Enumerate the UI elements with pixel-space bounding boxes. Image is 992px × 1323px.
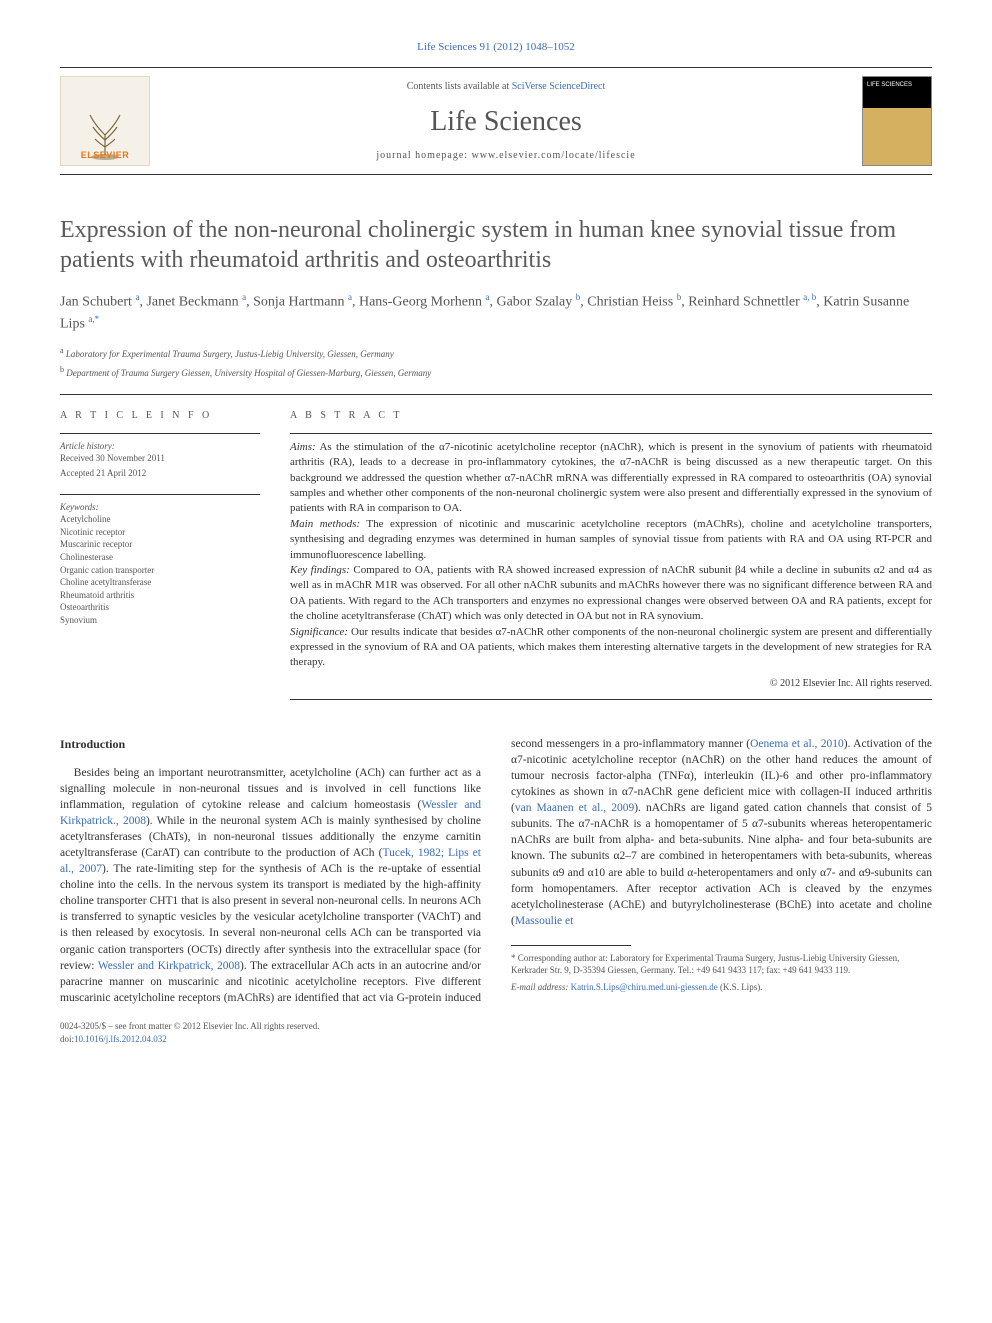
keyword-item: Organic cation transporter bbox=[60, 564, 260, 577]
abstract-column: A B S T R A C T Aims: As the stimulation… bbox=[290, 409, 932, 700]
findings-text: Compared to OA, patients with RA showed … bbox=[290, 564, 932, 622]
journal-name: Life Sciences bbox=[170, 102, 842, 141]
citation-link[interactable]: Massoulie et bbox=[515, 915, 573, 927]
email-suffix: (K.S. Lips). bbox=[718, 982, 763, 992]
publisher-logo: ELSEVIER bbox=[60, 76, 150, 166]
received-date: Received 30 November 2011 bbox=[60, 452, 260, 465]
citation-link[interactable]: van Maanen et al., 2009 bbox=[515, 802, 634, 814]
methods-text: The expression of nicotinic and muscarin… bbox=[290, 518, 932, 561]
citation-link[interactable]: Wessler and Kirkpatrick, 2008 bbox=[98, 960, 240, 972]
footnote-rule bbox=[511, 945, 631, 946]
front-matter-line: 0024-3205/$ – see front matter © 2012 El… bbox=[60, 1020, 932, 1033]
masthead: ELSEVIER Contents lists available at Sci… bbox=[60, 67, 932, 175]
sciencedirect-link[interactable]: SciVerse ScienceDirect bbox=[512, 81, 606, 92]
divider bbox=[290, 433, 932, 434]
doi-link[interactable]: 10.1016/j.lfs.2012.04.032 bbox=[74, 1034, 167, 1044]
keywords-label: Keywords: bbox=[60, 501, 260, 514]
running-head-citation: Life Sciences 91 (2012) 1048–1052 bbox=[60, 40, 932, 55]
footnote-marker: * bbox=[511, 953, 518, 963]
article-info-column: A R T I C L E I N F O Article history: R… bbox=[60, 409, 260, 700]
history-label: Article history: bbox=[60, 440, 260, 453]
contents-prefix: Contents lists available at bbox=[407, 81, 512, 92]
keyword-item: Nicotinic receptor bbox=[60, 526, 260, 539]
abstract-body: Aims: As the stimulation of the α7-nicot… bbox=[290, 440, 932, 671]
abstract-label: A B S T R A C T bbox=[290, 409, 932, 423]
divider bbox=[60, 394, 932, 395]
article-info-label: A R T I C L E I N F O bbox=[60, 409, 260, 423]
findings-label: Key findings: bbox=[290, 564, 350, 576]
homepage-url: www.elsevier.com/locate/lifescie bbox=[472, 150, 636, 161]
abstract-copyright: © 2012 Elsevier Inc. All rights reserved… bbox=[290, 677, 932, 691]
email-footnote: E-mail address: Katrin.S.Lips@chiru.med.… bbox=[511, 981, 932, 994]
bottom-meta: 0024-3205/$ – see front matter © 2012 El… bbox=[60, 1020, 932, 1045]
divider bbox=[60, 433, 260, 434]
corresponding-author-footnote: * Corresponding author at: Laboratory fo… bbox=[511, 952, 932, 977]
keywords-list: AcetylcholineNicotinic receptorMuscarini… bbox=[60, 513, 260, 626]
affiliation: a Laboratory for Experimental Trauma Sur… bbox=[60, 345, 932, 361]
methods-label: Main methods: bbox=[290, 518, 360, 530]
intro-text: ). nAChRs are ligand gated cation channe… bbox=[511, 802, 932, 927]
footnote-text: Corresponding author at: Laboratory for … bbox=[511, 953, 899, 976]
divider bbox=[60, 494, 260, 495]
homepage-prefix: journal homepage: bbox=[376, 150, 471, 161]
keyword-item: Muscarinic receptor bbox=[60, 538, 260, 551]
keyword-item: Choline acetyltransferase bbox=[60, 576, 260, 589]
intro-text: Besides being an important neurotransmit… bbox=[60, 767, 481, 811]
doi-label: doi: bbox=[60, 1034, 74, 1044]
accepted-date: Accepted 21 April 2012 bbox=[60, 467, 260, 480]
contents-line: Contents lists available at SciVerse Sci… bbox=[170, 80, 842, 94]
masthead-center: Contents lists available at SciVerse Sci… bbox=[170, 80, 842, 163]
keyword-item: Synovium bbox=[60, 614, 260, 627]
keyword-item: Acetylcholine bbox=[60, 513, 260, 526]
article-title: Expression of the non-neuronal cholinerg… bbox=[60, 215, 932, 275]
publisher-logo-text: ELSEVIER bbox=[81, 149, 130, 162]
divider bbox=[290, 699, 932, 700]
affiliation: b Department of Trauma Surgery Giessen, … bbox=[60, 364, 932, 380]
introduction-heading: Introduction bbox=[60, 736, 481, 753]
aims-text: As the stimulation of the α7-nicotinic a… bbox=[290, 441, 932, 515]
introduction-section: Introduction Besides being an important … bbox=[60, 736, 932, 1006]
significance-label: Significance: bbox=[290, 626, 348, 638]
homepage-line: journal homepage: www.elsevier.com/locat… bbox=[170, 149, 842, 163]
citation-link[interactable]: Oenema et al., 2010 bbox=[750, 738, 844, 750]
aims-label: Aims: bbox=[290, 441, 316, 453]
author-list: Jan Schubert a, Janet Beckmann a, Sonja … bbox=[60, 291, 932, 334]
cover-title-text: LIFE SCIENCES bbox=[867, 81, 912, 89]
keyword-item: Cholinesterase bbox=[60, 551, 260, 564]
meta-abstract-row: A R T I C L E I N F O Article history: R… bbox=[60, 409, 932, 700]
keyword-item: Osteoarthritis bbox=[60, 601, 260, 614]
significance-text: Our results indicate that besides α7-nAC… bbox=[290, 626, 932, 669]
keyword-item: Rheumatoid arthritis bbox=[60, 589, 260, 602]
email-label: E-mail address: bbox=[511, 982, 571, 992]
email-link[interactable]: Katrin.S.Lips@chiru.med.uni-giessen.de bbox=[571, 982, 718, 992]
journal-cover-thumbnail: LIFE SCIENCES bbox=[862, 76, 932, 166]
title-block: Expression of the non-neuronal cholinerg… bbox=[60, 215, 932, 380]
